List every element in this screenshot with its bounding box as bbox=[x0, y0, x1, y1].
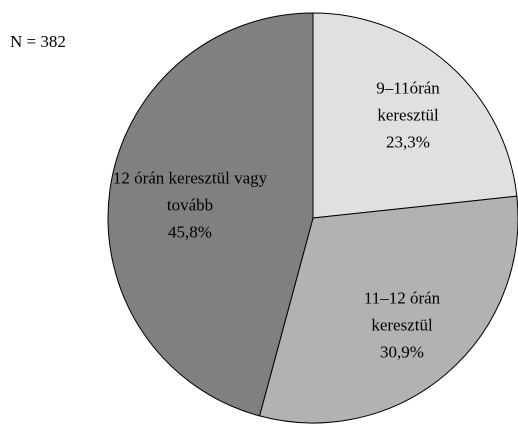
slice-value: 45,8% bbox=[168, 222, 212, 242]
slice-category: 11–12 órán keresztül bbox=[363, 288, 441, 335]
slice-value: 30,9% bbox=[380, 342, 424, 362]
slice-category: 9–11órán keresztül bbox=[376, 78, 440, 125]
pie-slice bbox=[312, 12, 518, 219]
sample-size: N = 382 bbox=[10, 32, 66, 51]
slice-label: 12 órán keresztül vagy tovább 45,8% bbox=[103, 165, 278, 246]
pie-slice bbox=[258, 195, 518, 424]
slice-value: 23,3% bbox=[386, 132, 430, 152]
slice-label: 9–11órán keresztül 23,3% bbox=[353, 75, 463, 156]
slice-category: 12 órán keresztül vagy tovább bbox=[112, 168, 268, 215]
slice-label: 11–12 órán keresztül 30,9% bbox=[347, 285, 457, 366]
pie-slice bbox=[107, 12, 314, 417]
